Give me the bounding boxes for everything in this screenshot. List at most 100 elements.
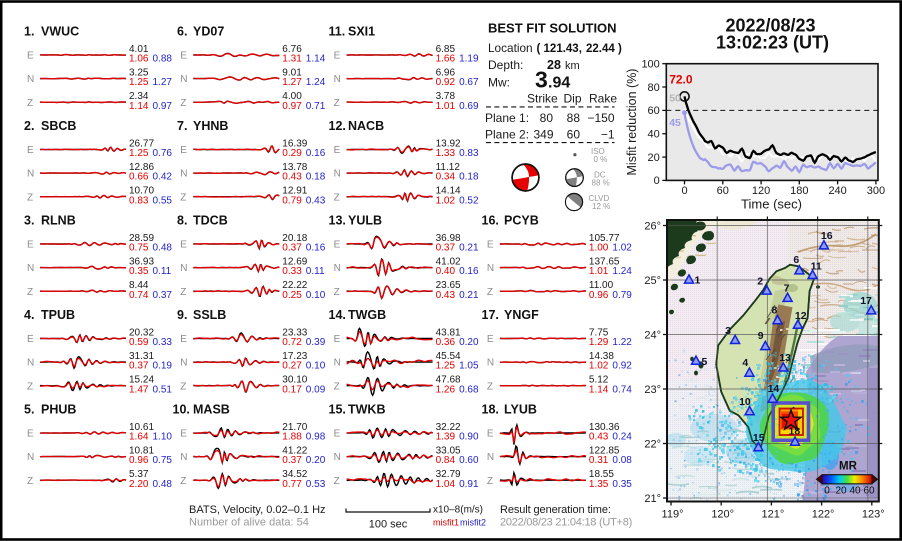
svg-text:MR: MR xyxy=(839,461,858,473)
svg-text:Z: Z xyxy=(27,192,33,203)
svg-text:0.92: 0.92 xyxy=(612,361,632,372)
svg-text:E: E xyxy=(27,51,34,62)
svg-text:2: 2 xyxy=(757,276,763,288)
svg-text:0.84: 0.84 xyxy=(436,455,456,466)
svg-text:E: E xyxy=(487,240,494,251)
svg-text:1.47: 1.47 xyxy=(129,384,149,395)
svg-text:11.: 11. xyxy=(329,25,346,39)
svg-text:TPUB: TPUB xyxy=(41,308,75,322)
svg-text:23.65: 23.65 xyxy=(436,280,461,291)
svg-text:Z: Z xyxy=(27,287,33,298)
svg-text:1.66: 1.66 xyxy=(436,54,456,65)
svg-text:41.22: 41.22 xyxy=(282,446,307,457)
svg-text:1.26: 1.26 xyxy=(436,384,456,395)
svg-text:Z: Z xyxy=(334,192,340,203)
svg-text:7: 7 xyxy=(784,283,790,295)
svg-text:1.25: 1.25 xyxy=(129,77,149,88)
svg-text:0.43: 0.43 xyxy=(589,432,609,443)
svg-text:122°: 122° xyxy=(812,509,835,521)
svg-text:BATS, Velocity, 0.02–0.1 Hz: BATS, Velocity, 0.02–0.1 Hz xyxy=(189,504,326,516)
svg-text:24°: 24° xyxy=(644,330,661,342)
svg-text:36.93: 36.93 xyxy=(129,257,154,268)
svg-text:10: 10 xyxy=(739,396,751,408)
svg-text:16.39: 16.39 xyxy=(282,139,307,150)
svg-text:SSLB: SSLB xyxy=(193,308,226,322)
svg-text:20: 20 xyxy=(835,486,847,497)
svg-text:20.32: 20.32 xyxy=(129,328,154,339)
svg-text:1.27: 1.27 xyxy=(153,77,173,88)
svg-text:SBCB: SBCB xyxy=(41,119,76,133)
svg-text:45.54: 45.54 xyxy=(436,351,461,362)
svg-text:E: E xyxy=(487,429,494,440)
svg-text:−1: −1 xyxy=(601,127,615,141)
svg-text:123°: 123° xyxy=(862,509,885,521)
svg-text:0.43: 0.43 xyxy=(282,172,302,183)
svg-text:13: 13 xyxy=(779,352,791,364)
svg-text:0.29: 0.29 xyxy=(282,148,302,159)
svg-text:Result generation time:: Result generation time: xyxy=(500,504,611,516)
svg-text:21.70: 21.70 xyxy=(282,422,307,433)
svg-text:3: 3 xyxy=(725,325,731,337)
svg-text:10.70: 10.70 xyxy=(129,186,154,197)
svg-text:88: 88 xyxy=(567,111,581,125)
svg-text:0.59: 0.59 xyxy=(129,337,149,348)
svg-text:Z: Z xyxy=(180,381,186,392)
svg-text:17.: 17. xyxy=(482,308,499,322)
svg-text:2.34: 2.34 xyxy=(129,91,149,102)
svg-text:E: E xyxy=(334,145,341,156)
svg-text:40: 40 xyxy=(648,129,660,141)
svg-text:8.44: 8.44 xyxy=(129,280,149,291)
svg-text:E: E xyxy=(180,51,187,62)
svg-text:50: 50 xyxy=(669,92,681,104)
svg-text:N: N xyxy=(487,263,494,274)
svg-text:1.19: 1.19 xyxy=(459,54,479,65)
svg-text:Z: Z xyxy=(334,381,340,392)
svg-text:0.43: 0.43 xyxy=(436,290,456,301)
svg-text:Rake: Rake xyxy=(589,92,617,106)
svg-text:N: N xyxy=(180,358,187,369)
svg-text:Z: Z xyxy=(487,381,493,392)
svg-text:17: 17 xyxy=(860,295,872,307)
svg-text:60: 60 xyxy=(717,185,729,197)
svg-text:12.: 12. xyxy=(329,119,346,133)
svg-text:5.: 5. xyxy=(24,403,34,417)
svg-text:1.27: 1.27 xyxy=(282,77,302,88)
svg-text:0.74: 0.74 xyxy=(612,384,632,395)
svg-text:0.98: 0.98 xyxy=(306,432,326,443)
svg-text:LYUB: LYUB xyxy=(504,403,537,417)
svg-text:5: 5 xyxy=(702,356,708,368)
svg-text:N: N xyxy=(27,74,34,85)
svg-text:13.78: 13.78 xyxy=(282,162,307,173)
svg-text:Depth:: Depth: xyxy=(488,58,523,72)
svg-text:7.75: 7.75 xyxy=(589,328,609,339)
svg-text:25°: 25° xyxy=(644,275,661,287)
svg-text:72.0: 72.0 xyxy=(669,72,693,86)
svg-text:23°: 23° xyxy=(644,384,661,396)
svg-text:YHNB: YHNB xyxy=(193,119,228,133)
svg-text:1.24: 1.24 xyxy=(612,266,632,277)
svg-text:0.33: 0.33 xyxy=(282,266,302,277)
svg-text:1.64: 1.64 xyxy=(129,432,149,443)
svg-text:1.: 1. xyxy=(24,25,34,39)
svg-text:0.75: 0.75 xyxy=(129,243,149,254)
svg-text:119°: 119° xyxy=(662,509,684,521)
svg-text:N: N xyxy=(334,358,341,369)
svg-text:Z: Z xyxy=(27,381,33,392)
svg-text:14.38: 14.38 xyxy=(589,351,614,362)
svg-text:2022/08/23 21:04:18 (UT+8): 2022/08/23 21:04:18 (UT+8) xyxy=(500,517,632,529)
svg-text:0.18: 0.18 xyxy=(459,172,479,183)
svg-text:km: km xyxy=(565,60,580,72)
svg-text:0.40: 0.40 xyxy=(436,266,456,277)
svg-text:1.88: 1.88 xyxy=(282,432,302,443)
svg-text:11.00: 11.00 xyxy=(589,280,614,291)
svg-text:1.14: 1.14 xyxy=(129,101,149,112)
svg-text:6.76: 6.76 xyxy=(282,44,302,55)
svg-text:N: N xyxy=(27,358,34,369)
svg-text:15: 15 xyxy=(753,432,765,444)
svg-text:4.01: 4.01 xyxy=(129,44,149,55)
svg-text:5.37: 5.37 xyxy=(129,469,149,480)
svg-text:0.71: 0.71 xyxy=(306,101,326,112)
svg-text:1.01: 1.01 xyxy=(436,101,456,112)
svg-text:0.37: 0.37 xyxy=(129,361,149,372)
svg-text:0.79: 0.79 xyxy=(282,195,302,206)
